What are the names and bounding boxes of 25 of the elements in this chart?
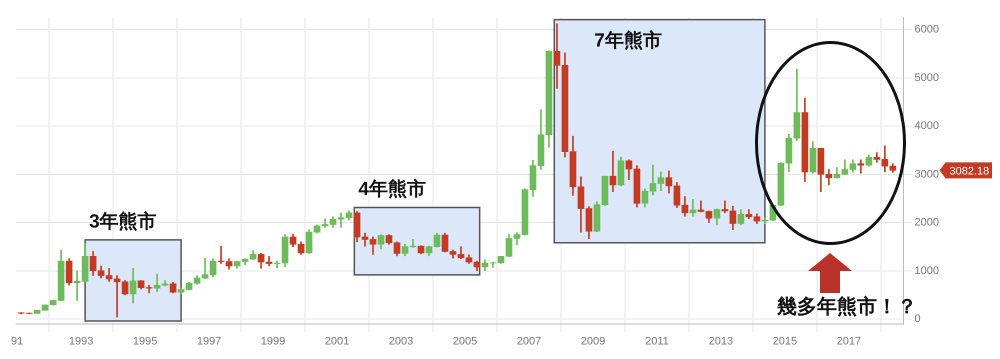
band-label: 3年熊市	[89, 210, 157, 233]
x-tick-label: 2007	[516, 335, 542, 348]
y-tick-label: 6000	[914, 24, 940, 36]
x-tick-label: 2009	[580, 335, 606, 348]
x-tick-label: 1999	[260, 335, 286, 348]
x-tick-label: 2011	[645, 335, 669, 348]
x-tick-label: 1995	[132, 335, 158, 348]
y-tick-label: 4000	[914, 120, 940, 132]
band-label: 4年熊市	[358, 178, 426, 200]
x-tick-label: 2005	[452, 335, 478, 348]
x-tick-label: 2013	[708, 335, 734, 348]
x-tick-label: 1997	[196, 335, 222, 348]
x-tick-label: 2003	[388, 335, 414, 348]
x-tick-label: 1993	[68, 335, 94, 348]
y-tick-label: 5000	[914, 72, 940, 84]
x-tick-label: 91	[10, 335, 24, 348]
x-tick-label: 2001	[324, 335, 350, 348]
band-label: 7年熊市	[594, 29, 662, 52]
x-tick-label: 2015	[772, 335, 798, 348]
y-tick-label: 1000	[914, 264, 940, 277]
text: 3082.18	[950, 165, 990, 178]
y-tick-label: 3000	[914, 168, 940, 180]
x-tick-label: 2017	[836, 335, 862, 348]
y-tick-label: 0	[914, 313, 921, 326]
y-tick-label: 2000	[914, 216, 940, 229]
